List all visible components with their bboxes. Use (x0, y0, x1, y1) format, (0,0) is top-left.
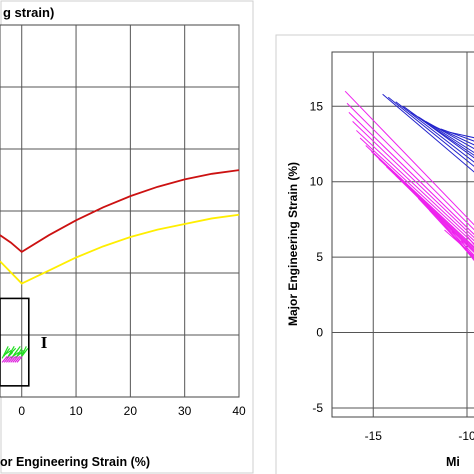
left-cluster-stroke (3, 347, 11, 357)
right-series-segment (346, 102, 474, 231)
left-x-ticks: 0 10 20 30 40 (18, 404, 246, 418)
right-gridlines (332, 52, 474, 417)
left-x-tick-label: 20 (124, 404, 138, 418)
right-y-ticks: -5 0 5 10 15 (310, 99, 324, 415)
right-y-tick-label: -5 (312, 401, 323, 415)
right-series-segment (365, 145, 474, 248)
right-series-segment (395, 101, 474, 163)
left-cluster-stroke (13, 345, 21, 355)
right-series-segment (448, 131, 474, 139)
right-series-segment (387, 96, 474, 167)
left-cluster-stroke (16, 355, 23, 363)
right-x-tick-label: -15 (365, 429, 383, 443)
left-cluster-stroke (21, 347, 29, 357)
right-series (344, 90, 474, 262)
left-cluster-stroke (8, 355, 14, 363)
right-series-segment (466, 235, 474, 246)
left-cluster-stroke (1, 346, 9, 359)
right-series-segment (410, 111, 474, 156)
right-series-segment (344, 90, 474, 226)
right-series-segment (460, 240, 474, 261)
right-series-segment (451, 231, 474, 262)
left-cluster-stroke (10, 355, 17, 363)
right-panel-frame (275, 34, 474, 474)
left-cluster-stroke (9, 347, 17, 355)
right-series-segment (359, 137, 474, 245)
left-point-cluster (1, 345, 29, 363)
left-panel: g strain) 0 10 20 30 40 I or Engineering Str… (0, 0, 254, 474)
right-y-tick-label: 0 (316, 326, 323, 340)
right-y-tick-label: 15 (310, 99, 324, 113)
left-gridlines (0, 25, 240, 397)
left-cluster-stroke (7, 346, 15, 357)
left-cluster-stroke (12, 351, 20, 357)
right-x-tick-label: -10 (458, 429, 474, 443)
left-x-tick-label: 40 (232, 404, 246, 418)
left-cluster-stroke (5, 355, 12, 363)
left-series-line (0, 169, 240, 254)
left-x-tick-label: 0 (18, 404, 25, 418)
right-y-axis-label: Major Engineering Strain (%) (286, 162, 300, 326)
right-series-segment (440, 128, 474, 142)
left-series-line (0, 213, 240, 285)
right-y-tick-label: 5 (316, 250, 323, 264)
left-cluster-stroke (3, 355, 10, 363)
left-x-tick-label: 10 (69, 404, 83, 418)
region-box (0, 297, 30, 387)
left-x-axis-label: or Engineering Strain (%) (0, 455, 150, 469)
left-cluster-stroke (14, 355, 21, 363)
left-chart-title: g strain) (3, 5, 54, 20)
right-panel: -5 0 5 10 15 -15 -10 Major Engineering Strain… (275, 34, 474, 474)
left-x-tick-label: 30 (178, 404, 192, 418)
right-x-ticks: -15 -10 (365, 429, 474, 443)
left-series (0, 169, 240, 285)
right-x-axis-label: Mi (446, 455, 460, 469)
right-series-segment (356, 130, 474, 242)
right-y-tick-label: 10 (310, 175, 324, 189)
left-cluster-stroke (1, 355, 8, 363)
region-label: I (41, 333, 48, 352)
right-series-segment (444, 229, 474, 257)
left-cluster-stroke (12, 355, 19, 363)
right-series-segment (348, 111, 474, 235)
right-series-segment (352, 121, 474, 239)
left-cluster-stroke (4, 349, 12, 355)
right-series-segment (382, 93, 474, 173)
